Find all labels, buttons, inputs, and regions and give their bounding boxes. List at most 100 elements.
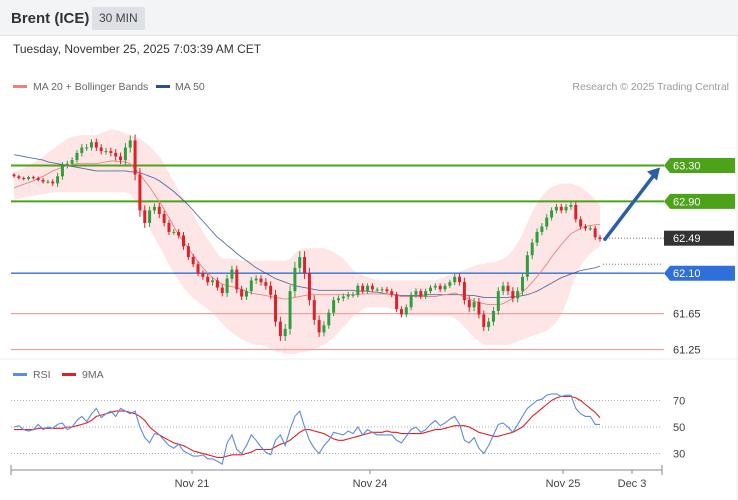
candle-body bbox=[317, 319, 321, 333]
candle-body bbox=[230, 269, 234, 279]
support-level-label: 61.65 bbox=[673, 309, 701, 321]
candle-body bbox=[540, 226, 544, 232]
rsi-legend-swatch bbox=[13, 373, 27, 376]
candle-body bbox=[332, 300, 336, 313]
candle-body bbox=[148, 210, 152, 223]
candle-body bbox=[356, 285, 360, 295]
copyright-notice: Research © 2025 Trading Central bbox=[572, 81, 729, 93]
rsi-legend-label: RSI bbox=[33, 369, 51, 381]
price-chart: 63.30 62.90 62.49 62.10 61.65 61.25 bbox=[11, 129, 735, 357]
candle-body bbox=[31, 177, 35, 179]
candle-body bbox=[346, 294, 350, 297]
candle-body bbox=[535, 231, 539, 243]
candle-body bbox=[109, 151, 113, 153]
top-bar: Brent (ICE) 30 MIN bbox=[0, 0, 738, 36]
candle-body bbox=[254, 278, 258, 281]
candle-body bbox=[12, 174, 16, 177]
candle-body bbox=[104, 151, 108, 153]
candle-body bbox=[583, 226, 587, 229]
resistance-level-tag bbox=[664, 158, 735, 173]
candle-body bbox=[366, 285, 370, 292]
candle-body bbox=[41, 179, 45, 182]
candle-body bbox=[467, 300, 471, 308]
x-axis: Nov 21 Nov 24 Nov 25 Dec 3 bbox=[10, 465, 663, 490]
candle-body bbox=[487, 321, 491, 328]
timeframe-button[interactable]: 30 MIN bbox=[92, 7, 145, 30]
candle-body bbox=[491, 310, 495, 322]
resistance-level-tag bbox=[664, 193, 735, 209]
candle-body bbox=[162, 213, 166, 223]
candle-body bbox=[458, 276, 462, 283]
candle-body bbox=[545, 217, 549, 227]
candle-body bbox=[177, 231, 181, 236]
candle-body bbox=[399, 309, 403, 315]
candle-body bbox=[453, 276, 457, 283]
candle-body bbox=[424, 291, 428, 297]
candle-body bbox=[274, 294, 278, 322]
candle-body bbox=[244, 291, 248, 297]
candle-body bbox=[157, 206, 161, 214]
candle-body bbox=[588, 228, 592, 230]
candle-body bbox=[123, 147, 127, 161]
candle-body bbox=[56, 176, 60, 184]
candle-body bbox=[225, 278, 229, 293]
candle-body bbox=[235, 269, 239, 290]
candle-body bbox=[579, 219, 583, 227]
ma20-legend-swatch bbox=[13, 85, 27, 88]
pivot-level-tag bbox=[664, 265, 735, 281]
ma50-legend-swatch bbox=[156, 85, 170, 88]
candle-body bbox=[307, 273, 311, 301]
candle-body bbox=[80, 147, 84, 153]
candle-body bbox=[99, 147, 103, 152]
candle-body bbox=[206, 276, 210, 283]
candle-body bbox=[390, 291, 394, 295]
candle-body bbox=[36, 178, 40, 180]
candle-body bbox=[211, 280, 215, 283]
candle-body bbox=[128, 140, 132, 148]
candle-body bbox=[288, 291, 292, 329]
candle-body bbox=[94, 142, 98, 148]
ma50-line bbox=[13, 154, 601, 298]
candle-body bbox=[172, 231, 176, 233]
candle-body bbox=[283, 328, 287, 337]
x-tick-label: Dec 3 bbox=[618, 478, 647, 490]
bollinger-band bbox=[14, 129, 600, 354]
candle-body bbox=[133, 140, 137, 175]
forecast-arrow-head bbox=[647, 167, 660, 181]
support-level-label: 61.25 bbox=[673, 345, 701, 357]
candle-body bbox=[574, 204, 578, 220]
candle-body bbox=[428, 287, 432, 292]
rsi-tick-label: 30 bbox=[673, 449, 685, 461]
candle-body bbox=[114, 152, 118, 157]
candle-body bbox=[85, 147, 89, 149]
candle-body bbox=[521, 276, 525, 292]
timestamp: Tuesday, November 25, 2025 7:03:39 AM CE… bbox=[13, 42, 262, 56]
candle-body bbox=[559, 206, 563, 211]
ma20-line bbox=[13, 160, 600, 306]
candle-body bbox=[89, 142, 93, 148]
candle-body bbox=[472, 301, 476, 308]
candle-body bbox=[167, 222, 171, 232]
candle-body bbox=[269, 285, 273, 295]
instrument-title: Brent (ICE) bbox=[11, 10, 90, 27]
ma20-legend-label: MA 20 + Bollinger Bands bbox=[33, 81, 148, 93]
candle-body bbox=[303, 257, 307, 274]
candle-body bbox=[341, 296, 345, 299]
candle-body bbox=[201, 273, 205, 277]
candle-body bbox=[598, 237, 602, 240]
resistance-level-label: 63.30 bbox=[673, 161, 701, 173]
candle-body bbox=[70, 160, 74, 164]
candle-body bbox=[462, 282, 466, 301]
candle-body bbox=[477, 301, 481, 315]
candle-body bbox=[443, 285, 447, 290]
candle-body bbox=[220, 287, 224, 293]
candle-body bbox=[215, 280, 219, 288]
candle-body bbox=[138, 174, 142, 211]
candle-body bbox=[119, 156, 123, 161]
current-price-tag bbox=[664, 230, 734, 246]
current-price-label: 62.49 bbox=[673, 233, 701, 245]
candle-body bbox=[506, 285, 510, 292]
candle-body bbox=[525, 255, 529, 277]
candle-body bbox=[550, 210, 554, 218]
